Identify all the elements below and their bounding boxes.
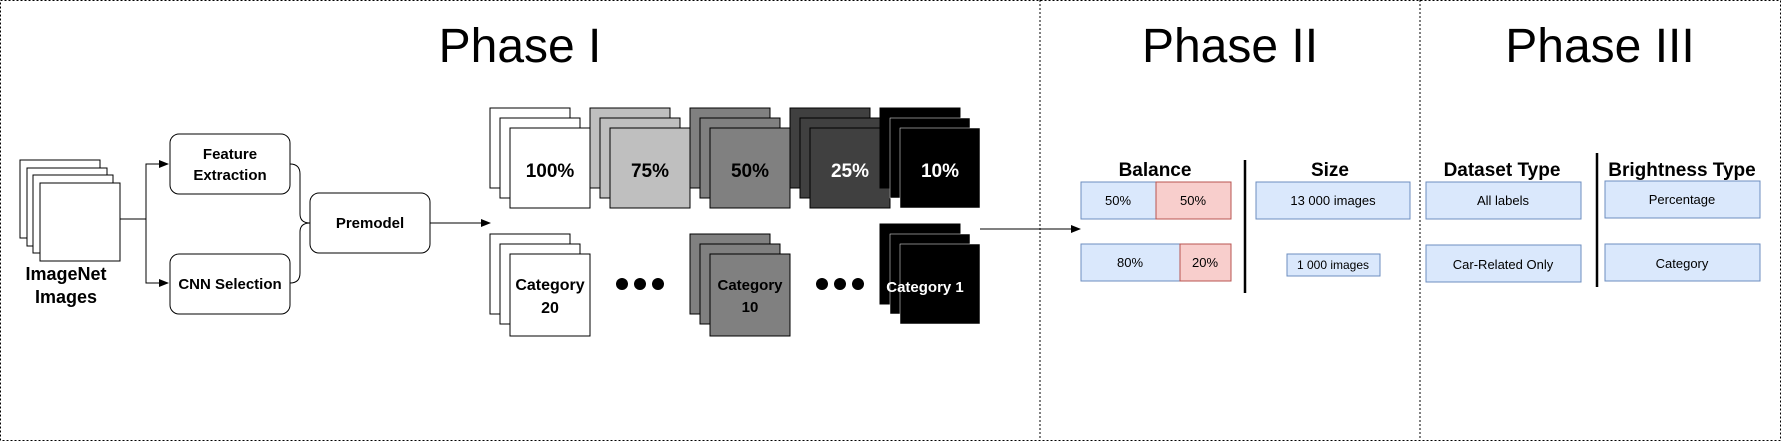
balance-row-1-left-label: 50% [1105,193,1131,208]
stack-100-percent: 100% [490,108,590,208]
ellipsis-2 [816,278,864,290]
stack-25-percent: 25% [790,108,890,208]
stack-category-20-line1: Category [515,277,584,294]
size-heading: Size [1311,160,1349,181]
brightness-type-percentage: Percentage [1649,192,1716,207]
imagenet-label-line2: Images [35,287,97,307]
branch-to-feature-arrow [146,164,168,219]
phase-3-title: Phase III [1505,20,1694,73]
branch-to-cnn-arrow [146,219,168,283]
stack-category-20-line2: 20 [541,300,559,317]
stack-50-percent-label: 50% [731,161,769,182]
dataset-type-car-related: Car-Related Only [1453,257,1554,272]
stack-category-10: Category 10 [690,234,790,336]
phase-1-title: Phase I [439,20,602,73]
percent-stacks: 100% 75% 50% 25% 10% [490,108,980,208]
cnn-selection-label: CNN Selection [178,276,281,293]
stack-100-percent-label: 100% [526,161,575,182]
imagenet-label-line1: ImageNet [25,264,106,284]
balance-row-2-left-label: 80% [1117,255,1143,270]
stack-category-20: Category 20 [490,234,590,336]
feature-extraction-box [170,134,290,194]
stack-10-percent-label: 10% [921,161,959,182]
balance-row-2-right-label: 20% [1192,255,1218,270]
stack-50-percent: 50% [690,108,790,208]
dataset-type-all-labels: All labels [1477,193,1530,208]
size-large-label: 13 000 images [1290,193,1376,208]
feature-extraction-label-line1: Feature [203,146,257,163]
size-small-label: 1 000 images [1297,258,1369,272]
stack-10-percent: 10% [880,108,980,208]
stack-category-1: Category 1 [880,224,980,324]
ellipsis-1 [616,278,664,290]
stack-75-percent: 75% [590,108,690,208]
stack-25-percent-label: 25% [831,161,869,182]
premodel-label: Premodel [336,215,404,232]
imagenet-images-stack [20,160,120,261]
brightness-type-category: Category [1656,256,1709,271]
brightness-type-heading: Brightness Type [1608,160,1755,181]
balance-row-1: 50% 50% [1081,182,1231,219]
dataset-type-heading: Dataset Type [1444,160,1561,181]
category-stacks: Category 20 Category 10 Category 1 [490,224,980,336]
stack-category-10-line2: 10 [742,299,759,316]
feature-extraction-label-line2: Extraction [193,167,266,184]
stack-75-percent-label: 75% [631,161,669,182]
phase-2-title: Phase II [1142,20,1318,73]
balance-heading: Balance [1119,160,1192,181]
balance-row-2: 80% 20% [1081,244,1231,281]
stack-category-1-label: Category 1 [886,279,964,296]
balance-row-1-right-label: 50% [1180,193,1206,208]
stack-category-10-line1: Category [717,277,783,294]
merge-bracket [290,164,310,283]
